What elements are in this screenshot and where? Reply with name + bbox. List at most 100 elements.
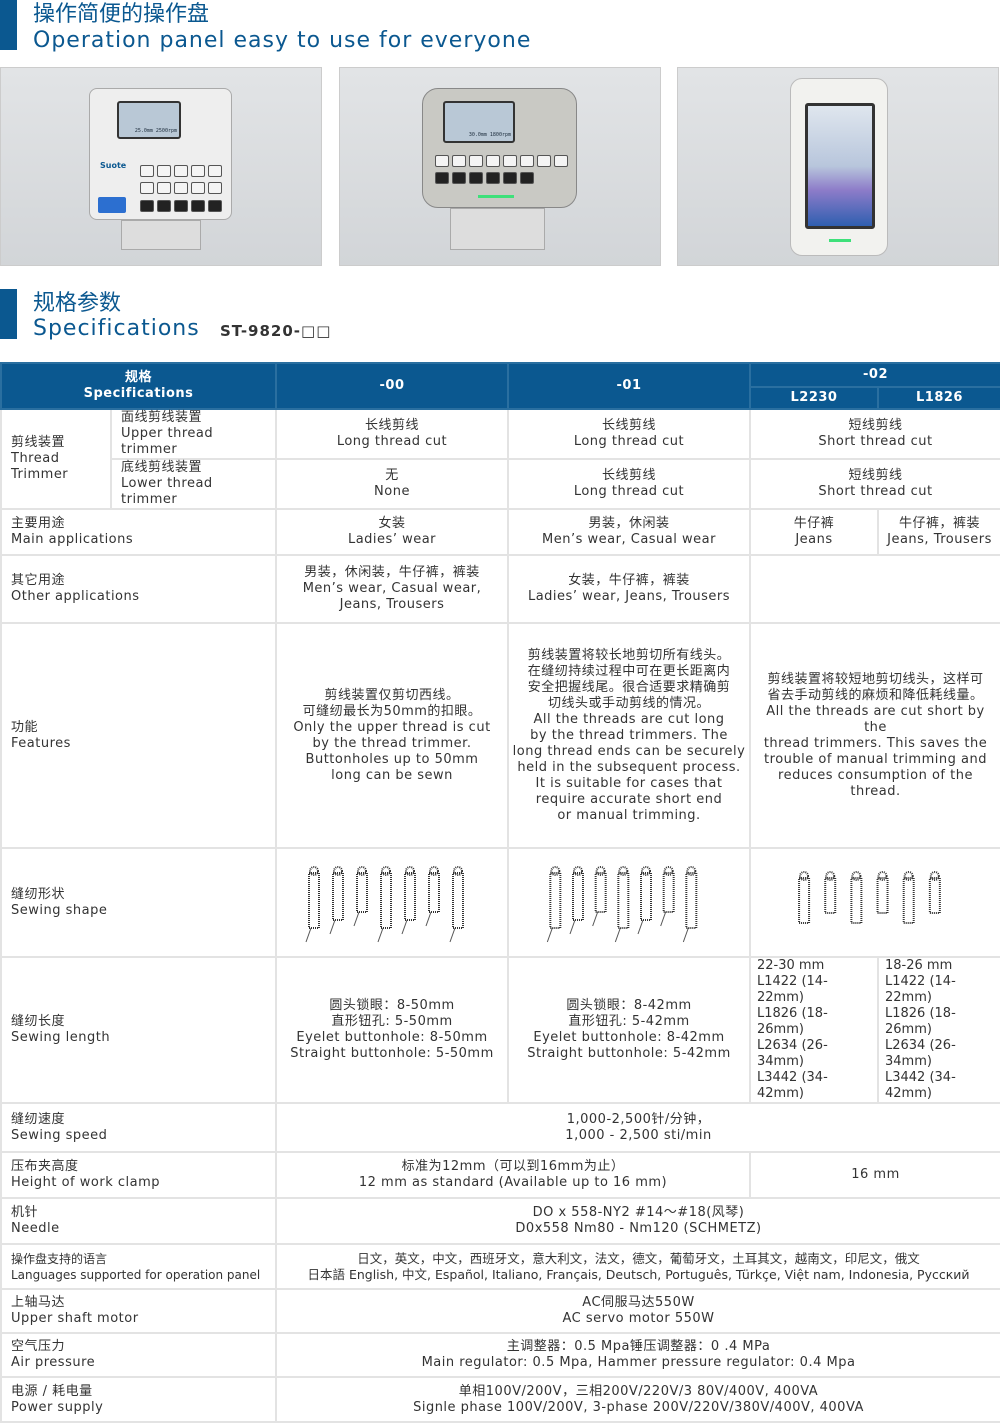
cell-line: 22-30 mm: [757, 958, 825, 973]
buttonhole-shape: [849, 870, 862, 924]
cell: DO x 558-NY2 #14～#18(风琴) D0x558 Nm80 - Nm…: [275, 1197, 1000, 1245]
button-row: [140, 182, 222, 194]
section-title-zh: 规格参数: [33, 291, 122, 316]
cell-line: 切线头或手动剪线的情况。: [547, 695, 710, 711]
row-label-features: 功能 Features: [0, 622, 277, 849]
cell-line: held in the subsequent process.: [517, 759, 741, 775]
cell-line: 剪线装置仅剪切西线。: [324, 687, 460, 703]
button-row: [435, 155, 568, 167]
cell-line: 剪线装置将较短地剪切线头，这样可: [767, 671, 984, 687]
row-label-other-app: 其它用途 Other applications: [0, 554, 277, 624]
cell: 圆头锁眼：8-42mm 直形钮孔: 5-42mm Eyelet buttonhole…: [507, 956, 751, 1104]
sewing-shape-image: [305, 865, 464, 942]
buttonhole-shape: [305, 865, 320, 942]
buttonhole-shape: [377, 865, 392, 942]
cell: 长线剪线 Long thread cut: [507, 458, 751, 510]
section-marker: [0, 289, 17, 339]
cell-line: by the thread trimmer.: [312, 735, 472, 751]
cell-line: It is suitable for cases that: [535, 775, 723, 791]
lcd-screen: 30.0mm 1800rpm: [443, 101, 515, 143]
spec-table: 规格 Specifications -00 -01 -02 L2230 L1826…: [0, 362, 1000, 1423]
button-row: [140, 165, 222, 177]
sewing-shape-cell: [275, 847, 509, 958]
buttonhole-shape: [928, 870, 941, 914]
cell-line: 直形钮孔: 5-42mm: [568, 1014, 690, 1029]
button-row: [435, 172, 534, 184]
row-label-power: 电源 / 耗电量 Power supply: [0, 1376, 277, 1423]
mount-bracket: [450, 208, 545, 250]
row-label-motor: 上轴马达 Upper shaft motor: [0, 1288, 277, 1334]
cell-line: 圆头锁眼：8-50mm: [329, 998, 455, 1013]
cell-line: 在缝纫持续过程中可在更长距离内: [527, 663, 731, 679]
cell: 剪线装置将较短地剪切线头，这样可 省去手动剪线的麻烦和降低耗线量。 All the …: [749, 622, 1000, 849]
header-l1826: L1826: [877, 386, 1000, 410]
section-title-en: Specifications: [33, 316, 200, 341]
model-number: ST-9820-□□: [220, 322, 332, 340]
status-light: [829, 239, 851, 242]
buttonhole-shape: [401, 865, 416, 934]
cell: 男装，休闲装 Men’s wear, Casual wear: [507, 508, 751, 556]
row-label-lang: 操作盘支持的语言 Languages supported for operatio…: [0, 1243, 277, 1290]
cell-line: Eyelet buttonhole: 8-50mm: [296, 1030, 488, 1045]
control-panel: 30.0mm 1800rpm: [422, 88, 577, 208]
cell-line: All the threads are cut short by the: [766, 703, 985, 735]
status-light: [478, 195, 514, 198]
cell: 主调整器：0.5 Mpa锤压调整器：0 .4 MPa Main regulator…: [275, 1332, 1000, 1378]
cell: 剪线装置将较长地剪切所有线头。 在缝纫持续过程中可在更长距离内 安全把握线尾。很合适…: [507, 622, 751, 849]
mount-bracket: [121, 220, 201, 250]
buttonhole-shape: [449, 865, 464, 942]
cell-line: Straight buttonhole: 5-42mm: [527, 1046, 731, 1061]
cell: 女装 Ladies’ wear: [275, 508, 509, 556]
cell-line: require accurate short end: [535, 791, 723, 807]
cell-line: 剪线装置将较长地剪切所有线头。: [527, 647, 731, 663]
section-title-en: Operation panel easy to use for everyone: [33, 28, 532, 53]
cell-line: Straight buttonhole: 5-50mm: [290, 1046, 494, 1061]
lcd-readout: 30.0mm 1800rpm: [468, 132, 511, 138]
cell: 22-30 mm L1422 (14-22mm) L1826 (18-26mm) L2…: [749, 956, 879, 1104]
buttonhole-shape: [614, 865, 630, 942]
cell-line: All the threads are cut long: [533, 711, 725, 727]
row-label-lower: 底线剪线装置 Lower thread trimmer: [110, 458, 277, 510]
row-label-speed: 缝纫速度 Sewing speed: [0, 1102, 277, 1153]
sewing-shape-cell: [749, 847, 1000, 958]
buttonhole-shape: [660, 865, 675, 926]
buttonhole-shape: [682, 865, 698, 942]
header-00: -00: [275, 362, 509, 410]
cell-line: L3442 (34-42mm): [885, 1070, 956, 1101]
cell: 剪线装置仅剪切西线。 可缝纫最长为50mm的扣眼。 Only the upper t…: [275, 622, 509, 849]
cell: 单相100V/200V，三相200V/220V/3 80V/400V, 400V…: [275, 1376, 1000, 1423]
buttonhole-shape: [546, 865, 562, 942]
row-label-trimmer: 剪线装置 Thread Trimmer: [0, 408, 112, 510]
cell-line: L3442 (34-42mm): [757, 1070, 828, 1101]
cell: 长线剪线 Long thread cut: [507, 408, 751, 460]
panel-photo-2: 30.0mm 1800rpm: [339, 67, 661, 266]
cell-line: 省去手动剪线的麻烦和降低耗线量。: [767, 687, 984, 703]
panel-photo-3: [677, 67, 999, 266]
cell-line: L1826 (18-26mm): [757, 1006, 828, 1037]
row-label-needle: 机针 Needle: [0, 1197, 277, 1245]
buttonhole-shape: [425, 865, 440, 926]
cell-line: trouble of manual trimming and: [764, 751, 987, 767]
cell-line: 可缝纫最长为50mm的扣眼。: [302, 703, 482, 719]
cell-line: Only the upper thread is cut: [293, 719, 491, 735]
cell: 圆头锁眼：8-50mm 直形钮孔: 5-50mm Eyelet buttonhole…: [275, 956, 509, 1104]
cell: 无 None: [275, 458, 509, 510]
buttonhole-shape: [797, 870, 810, 924]
control-panel: 25.0mm 2500rpm Suote: [89, 88, 232, 220]
row-label-air: 空气压力 Air pressure: [0, 1332, 277, 1378]
touch-screen: [805, 103, 875, 229]
sewing-shape-image: [797, 870, 941, 924]
section-title-zh: 操作简便的操作盘: [33, 2, 210, 27]
sewing-shape-image: [546, 865, 698, 942]
cell: 日文，英文，中文，西班牙文，意大利文，法文，德文，葡萄牙文，土耳其文，越南文，印…: [275, 1243, 1000, 1290]
cell-line: long can be sewn: [331, 767, 453, 783]
buttonhole-shape: [329, 865, 344, 934]
cell-line: L2634 (26-34mm): [885, 1038, 956, 1069]
cell-line: 圆头锁眼：8-42mm: [566, 998, 692, 1013]
cell: 女装，牛仔裤，裤装 Ladies’ wear, Jeans, Trousers: [507, 554, 751, 624]
sewing-shape-cell: [507, 847, 751, 958]
cell: 短线剪线 Short thread cut: [749, 408, 1000, 460]
cell: 标准为12mm（可以到16mm为止） 12 mm as standard (Ava…: [275, 1151, 751, 1199]
buttonhole-shape: [902, 870, 915, 924]
cell-line: Eyelet buttonhole: 8-42mm: [533, 1030, 725, 1045]
